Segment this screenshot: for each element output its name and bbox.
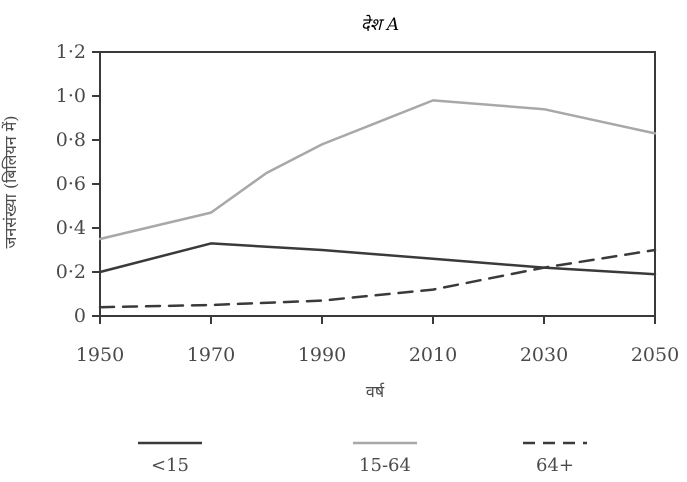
x-tick-label: 2030 [520,344,568,366]
legend: <15 15-64 64+ [138,441,587,476]
x-tick-label: 1970 [187,344,235,366]
x-tick-label: 2050 [631,344,679,366]
y-tick-label: 0·6 [56,173,86,195]
y-tick-labels: 0 0·2 0·4 0·6 0·8 1·0 1·2 [56,41,86,327]
x-tick-label: 2010 [409,344,457,366]
y-axis-label: जनसंख्या (बिलियन में) [1,115,20,248]
chart-title: देश A [361,14,399,35]
series-line-15-64 [98,99,657,241]
y-tick-label: 1·0 [56,85,86,107]
y-tick-label: 1·2 [56,41,86,63]
legend-label: 64+ [536,455,574,476]
legend-label: <15 [151,455,189,476]
axes [92,51,656,324]
series-lines [98,99,657,309]
y-tick-label: 0·4 [56,217,86,239]
plot-frame [99,51,656,317]
x-tick-label: 1950 [76,344,124,366]
y-tick-label: 0 [74,305,86,327]
x-tick-label: 1990 [298,344,346,366]
series-line-15 [98,242,657,276]
legend-label: 15-64 [359,455,411,476]
x-axis-label: वर्ष [366,382,385,401]
x-tick-labels: 1950 1970 1990 2010 2030 2050 [76,344,679,366]
series-line-64 [98,248,657,309]
y-tick-label: 0·8 [56,129,86,151]
y-tick-label: 0·2 [56,261,86,283]
